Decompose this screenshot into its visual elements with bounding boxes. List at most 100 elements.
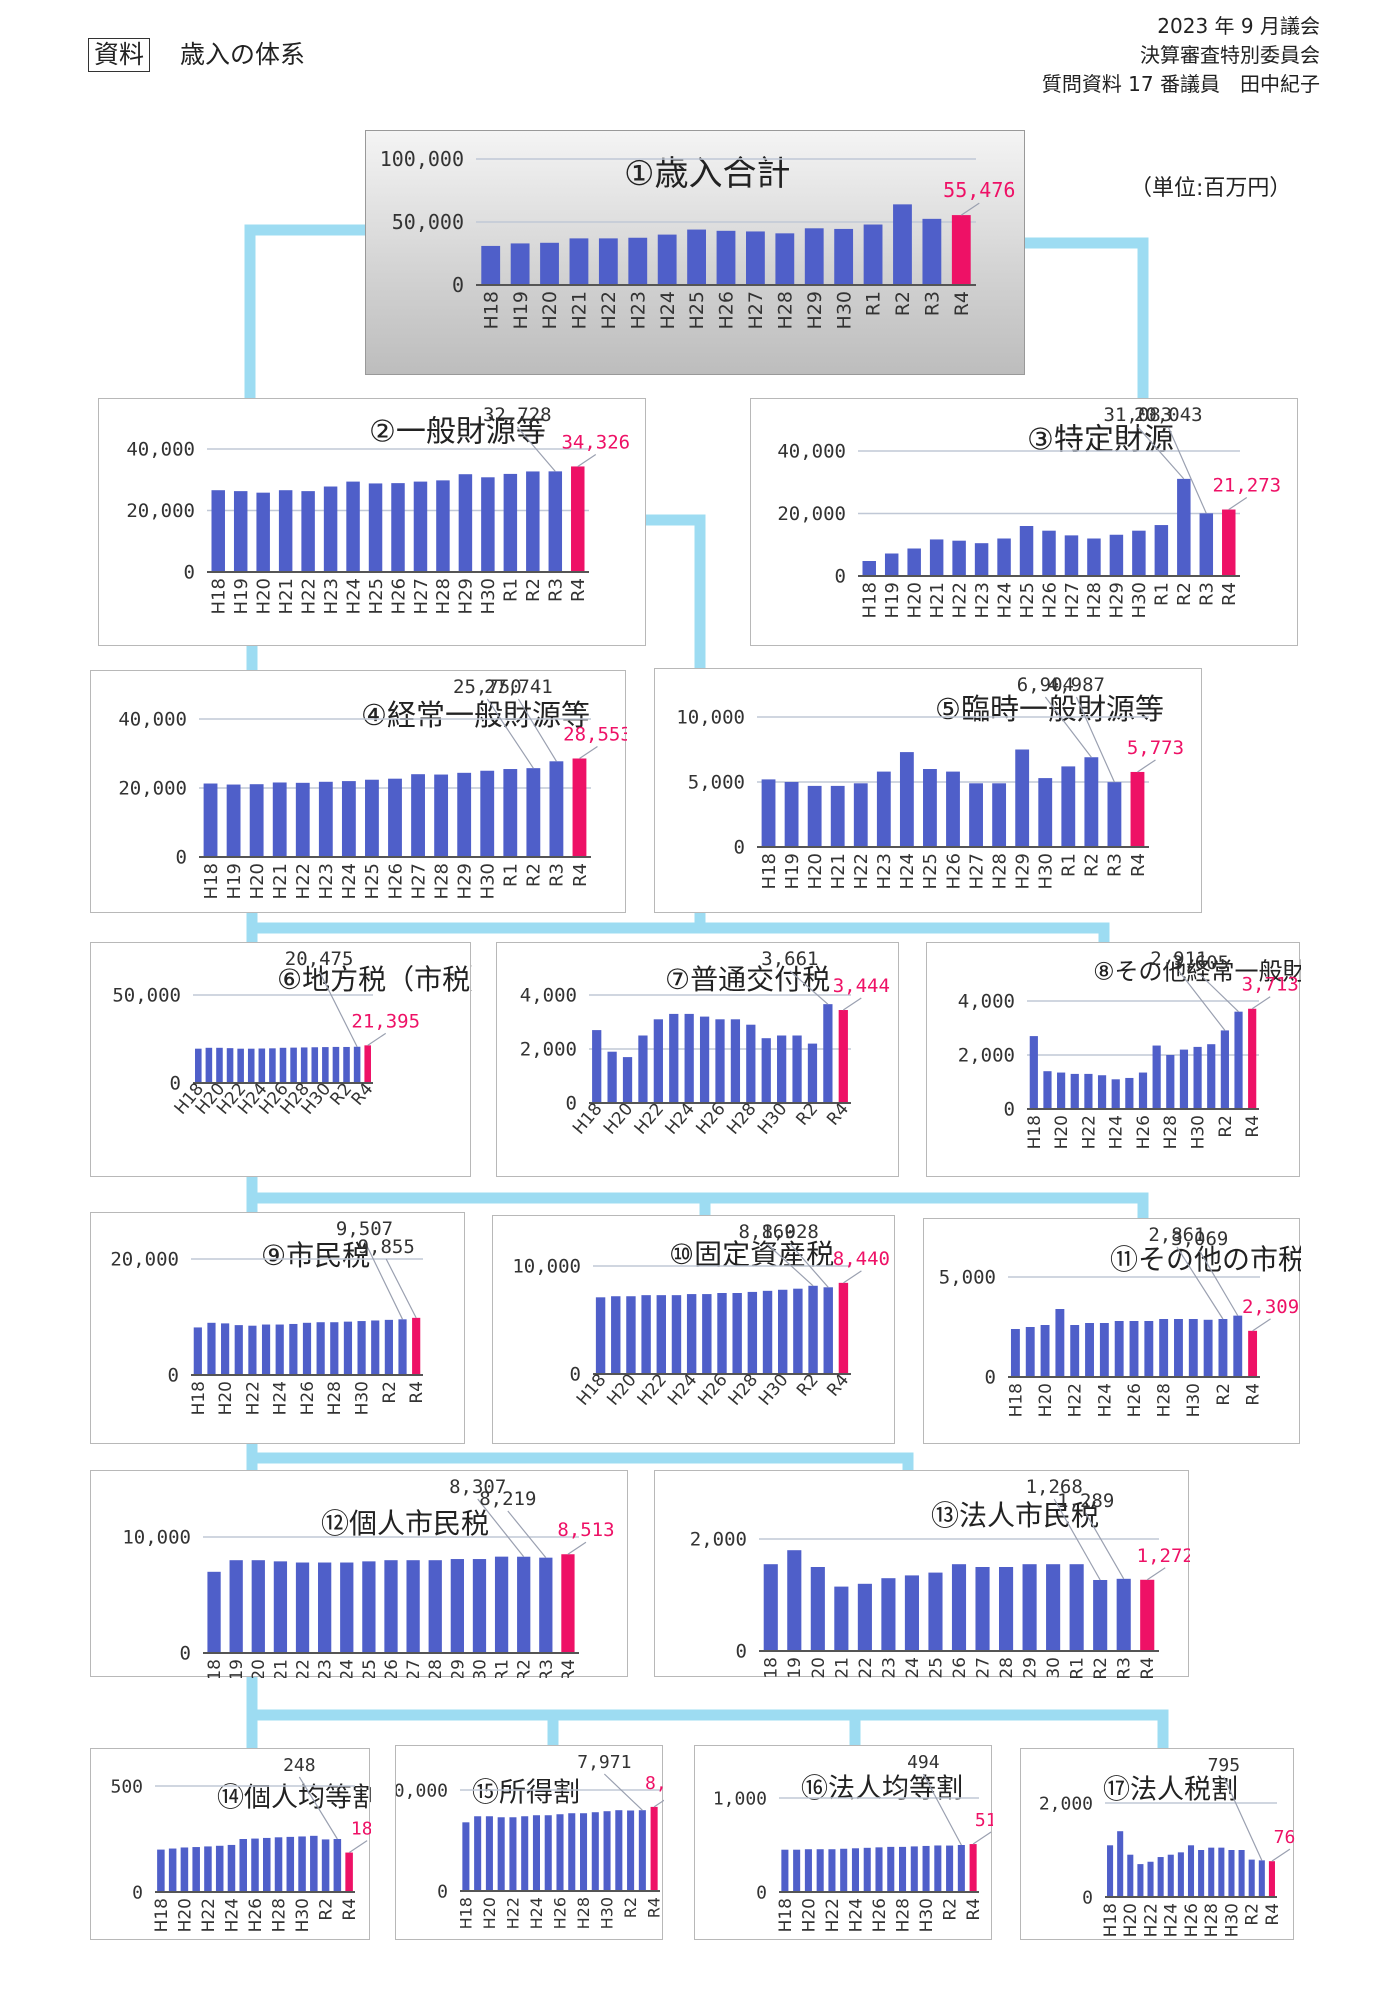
bar [929,539,944,576]
bar [974,543,989,576]
bar [580,1813,588,1891]
x-tick-label: R3 [537,1659,557,1678]
callout-leader [789,1243,829,1288]
bar [810,1567,825,1651]
x-tick-label: H30 [478,578,499,614]
y-tick-label: 5,000 [688,772,745,794]
x-tick-label: R1 [1068,1657,1088,1678]
bar [289,1323,298,1375]
callout-leader [842,997,862,1011]
callout-leader [1199,1250,1239,1316]
bar [1109,534,1124,576]
connector-line [246,1444,914,1470]
bar [823,1004,833,1103]
bar [999,1567,1014,1651]
bar [1152,1045,1161,1109]
bar [548,471,563,572]
bar [480,770,495,857]
y-tick-label: 20,000 [777,503,846,525]
bar [1154,525,1169,576]
bar [922,1845,930,1892]
x-tick-label: H29 [1021,1657,1041,1678]
x-tick-label: H18 [1025,1115,1045,1149]
bar [1038,778,1053,847]
bar [1084,1073,1093,1109]
data-label: 186 [351,1819,371,1840]
bar [346,481,360,572]
data-label: 27,741 [484,676,553,698]
bar [1064,535,1079,576]
bar [777,1035,787,1103]
bar [406,1560,420,1653]
x-tick-label: R2 [380,1381,400,1404]
bar [761,779,776,847]
x-tick-label: H28 [269,1898,289,1932]
bar [702,1294,712,1374]
data-label: 1,289 [1057,1490,1114,1512]
bar [1010,1329,1020,1377]
x-tick-label: H26 [388,578,409,614]
bar [298,1836,306,1892]
x-tick-label: H24 [846,1898,866,1932]
bar [233,491,248,572]
bar [411,774,425,857]
bar [526,768,541,857]
bar [1022,1564,1037,1651]
bar [462,1822,470,1891]
bar [804,228,824,285]
bar [792,1035,802,1103]
chart-svg: ⑥地方税（市税）50,0000H18H20H22H24H26H28H30R2R4… [112,948,472,1119]
chart-title: ①歳入合計 [624,154,790,194]
callout-leader [385,1258,417,1319]
bar [1129,1321,1139,1377]
chart-svg: ⑭個人均等割 500 0 H18 H20 H22 H24 H26 H28 H30 R2 R4 248 18… [110,1755,371,1932]
bar [211,490,225,572]
x-tick-label: H24 [903,1657,923,1678]
x-tick-label: R2 [941,1898,961,1921]
x-tick-label: R2 [1214,1383,1234,1406]
x-tick-label: H30 [293,1898,313,1932]
data-label: 795 [1208,1755,1241,1776]
bar [279,1047,287,1083]
x-tick-label: H28 [723,1099,760,1138]
bar [556,1814,564,1891]
x-tick-label: H18 [189,1381,209,1415]
chart-title: ⑭個人均等割 [217,1782,371,1813]
bar [781,1849,789,1892]
x-tick-label: H24 [994,582,1015,618]
chart-total-revenue: ①歳入合計 100,000 50,000 0 H18 H19 H20 H21 H22 H23 H24… [365,130,1025,375]
bar [716,230,736,285]
x-tick-label: H28 [725,1370,762,1409]
bar [853,783,868,847]
bar [322,1047,329,1083]
bar [747,1291,758,1374]
y-tick-label: 0 [180,1643,191,1665]
chart-corporate-municipal-tax: ⑬法人市民税 2,000 0 H18 H19 H20 H21 H22 H23 H24 H25 H26 H… [654,1470,1190,1678]
callout-leader [1178,970,1226,1031]
bar [371,1320,380,1375]
x-tick-label: H28 [1084,582,1105,618]
header-meta-line: 決算審査特別委員会 [1140,43,1320,67]
x-tick-label: R4 [1219,582,1240,606]
data-label: 7,971 [577,1752,631,1773]
x-tick-label: H20 [799,1898,819,1932]
y-tick-label: 10,000 [396,1780,448,1801]
x-tick-label: R4 [1128,853,1149,877]
bar [340,1562,354,1653]
bar [628,237,648,285]
x-tick-label: R3 [1197,582,1218,606]
data-label: 510 [975,1810,993,1831]
bar [343,1321,353,1375]
bar [332,1046,340,1083]
data-label: 9,855 [358,1236,415,1258]
x-tick-label: H19 [224,863,245,899]
bar [656,1295,666,1374]
x-tick-label: R1 [493,1659,513,1678]
bar [388,778,402,857]
callout-leader [922,1773,962,1846]
x-tick-label: R1 [1059,853,1080,877]
bar [1057,1072,1066,1109]
callout-leader [507,1510,547,1559]
x-tick-label: H28 [433,578,454,614]
x-tick-label: H22 [823,1898,843,1932]
